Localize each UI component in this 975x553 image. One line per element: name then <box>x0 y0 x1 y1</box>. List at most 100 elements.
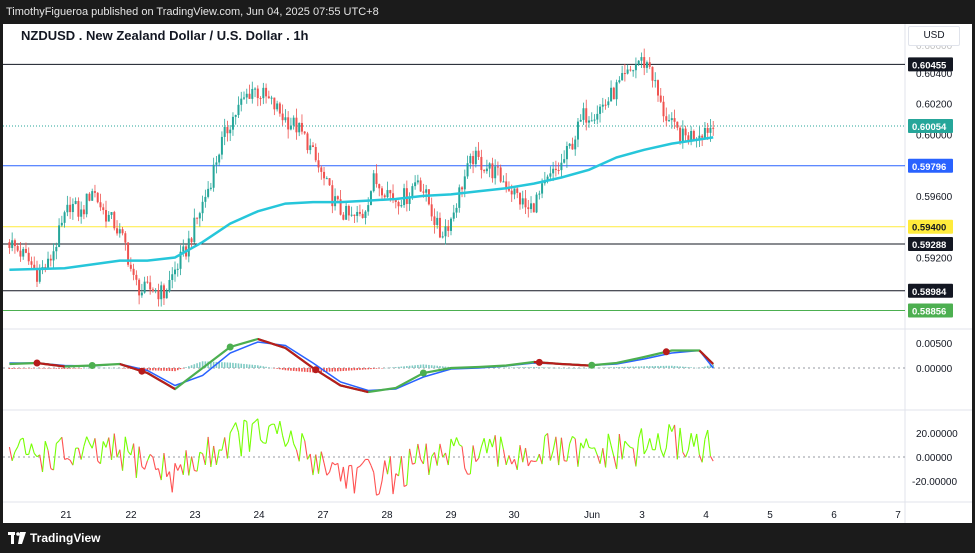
candle-body <box>259 98 262 100</box>
osc-segment <box>618 433 623 460</box>
macd-histogram-bar <box>8 368 11 369</box>
candle-body <box>375 173 378 185</box>
osc-segment <box>527 460 532 467</box>
candle-body <box>648 62 651 67</box>
candle-body <box>149 282 152 290</box>
candle-body <box>706 128 709 133</box>
candle-body <box>392 193 395 199</box>
macd-histogram-bar <box>673 365 676 368</box>
time-tick-label: 4 <box>703 510 709 521</box>
macd-histogram-bar <box>701 367 703 368</box>
osc-segment <box>709 455 714 462</box>
macd-histogram-bar <box>116 367 118 369</box>
osc-segment <box>163 453 168 477</box>
macd-histogram-bar <box>538 367 541 368</box>
candle-body <box>623 73 626 75</box>
osc-segment <box>464 468 469 475</box>
macd-histogram-bar <box>168 368 171 371</box>
osc-segment <box>403 484 408 488</box>
macd-histogram-bar <box>38 368 41 369</box>
macd-histogram-bar <box>676 366 679 368</box>
candle-body <box>300 122 303 132</box>
macd-histogram-bar <box>248 364 251 368</box>
macd-histogram-bar <box>348 368 350 371</box>
candle-body <box>207 188 210 197</box>
candle-body <box>552 168 555 174</box>
macd-histogram-bar <box>212 361 215 368</box>
candle-body <box>135 274 138 280</box>
macd-histogram-bar <box>16 368 19 369</box>
osc-segment <box>177 464 182 471</box>
osc-segment <box>566 443 571 462</box>
macd-histogram-bar <box>331 368 334 372</box>
candle-body <box>284 117 287 121</box>
candle-body <box>314 147 317 161</box>
macd-histogram-bar <box>372 368 375 369</box>
macd-cross-dot <box>662 348 670 356</box>
macd-histogram-bar <box>320 368 323 373</box>
osc-segment <box>144 460 148 470</box>
macd-histogram-bar <box>367 368 369 370</box>
price-tick-label: 0.59600 <box>916 192 953 203</box>
osc-segment <box>188 456 193 476</box>
candle-body <box>154 289 157 292</box>
osc-segment <box>99 441 104 464</box>
osc-segment <box>635 438 640 467</box>
macd-signal-line <box>9 341 714 392</box>
osc-segment <box>657 433 662 450</box>
osc-segment <box>226 432 231 459</box>
price-label-badge <box>908 236 953 251</box>
candle-body <box>82 209 85 215</box>
osc-segment <box>558 437 562 466</box>
macd-histogram-bar <box>356 368 358 371</box>
osc-segment <box>133 443 137 478</box>
osc-segment <box>116 449 121 458</box>
candle-body <box>55 246 58 252</box>
osc-segment <box>182 450 187 475</box>
candle-body <box>174 269 176 275</box>
price-label-badge <box>908 303 953 318</box>
candle-body <box>381 188 383 196</box>
candle-body <box>254 88 257 90</box>
macd-histogram-bar <box>334 368 336 372</box>
chart-frame[interactable]: 0.60400 0.60200 0.60000 0.59600 0.59200 0.606… <box>3 24 972 523</box>
candle-body <box>127 242 130 265</box>
candle-body <box>389 190 392 194</box>
osc-segment <box>282 435 286 447</box>
macd-histogram-bar <box>582 368 585 369</box>
macd-cross-dot <box>535 358 543 366</box>
macd-histogram-bar <box>165 368 168 371</box>
macd-histogram-bar <box>618 367 621 368</box>
candle-body <box>369 191 372 206</box>
macd-histogram-bar <box>279 368 281 370</box>
macd-histogram-bar <box>298 368 300 372</box>
chart-canvas[interactable]: 0.60400 0.60200 0.60000 0.59600 0.59200 0.606… <box>3 24 972 523</box>
candle-body <box>226 127 229 134</box>
candle-body <box>430 204 433 217</box>
macd-histogram-bar <box>604 367 607 368</box>
candle-body <box>419 180 422 192</box>
macd-histogram-bar <box>395 367 397 368</box>
osc-segment <box>342 466 347 489</box>
candle-body <box>298 122 301 133</box>
candle-body <box>234 115 237 117</box>
candle-body <box>262 87 265 99</box>
osc-segment <box>640 428 645 455</box>
candle-body <box>110 212 113 215</box>
candle-body <box>532 203 535 213</box>
osc-segment <box>229 427 234 434</box>
candle-body <box>22 248 25 257</box>
osc-segment <box>605 433 609 468</box>
macd-histogram-bar <box>295 368 298 372</box>
macd-histogram-bar <box>284 368 287 371</box>
osc-segment <box>643 448 648 455</box>
osc-segment <box>412 462 416 465</box>
osc-segment <box>389 456 394 495</box>
candle-body <box>204 196 207 202</box>
osc-segment <box>127 451 132 456</box>
macd-histogram-bar <box>624 366 626 368</box>
candle-body <box>209 187 212 189</box>
currency-button[interactable]: USD <box>908 26 960 46</box>
candle-body <box>140 292 143 296</box>
candle-body <box>196 217 199 219</box>
